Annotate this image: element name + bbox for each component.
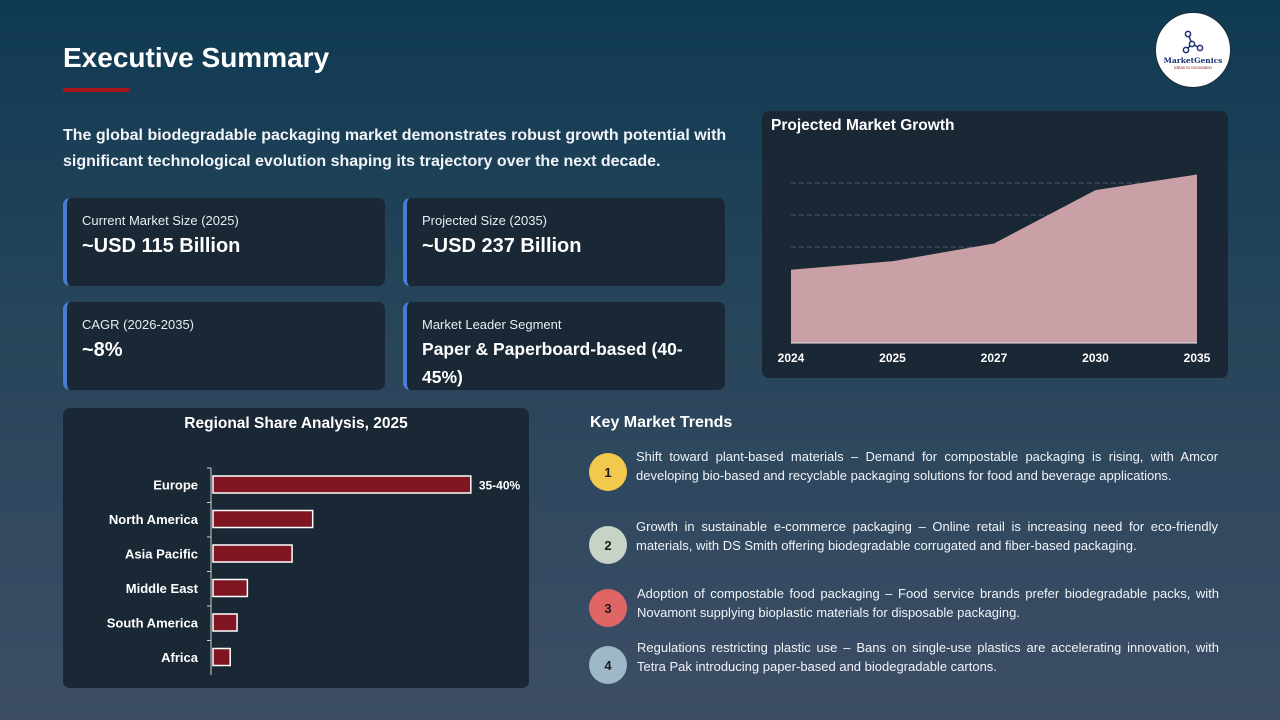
kpi-card-leader-segment: Market Leader Segment Paper & Paperboard… — [403, 302, 725, 390]
trend-number: 2 — [604, 537, 612, 553]
title-underline — [63, 88, 129, 92]
trends-title: Key Market Trends — [590, 414, 733, 431]
category-label: South America — [107, 616, 199, 631]
kpi-label: Projected Size (2035) — [422, 213, 548, 228]
bar — [212, 544, 293, 563]
chart-title: Projected Market Growth — [771, 117, 955, 134]
logo-name: MarketGenics — [1163, 56, 1223, 65]
trend-text: Growth in sustainable e-commerce packagi… — [636, 519, 1218, 553]
kpi-card-projected-size: Projected Size (2035) ~USD 237 Billion — [403, 198, 725, 286]
data-label: 35-40% — [479, 479, 521, 493]
category-label: North America — [109, 512, 199, 527]
kpi-label: Current Market Size (2025) — [82, 213, 239, 228]
trend-text: Adoption of compostable food packaging –… — [637, 586, 1219, 620]
trend-badge: 1 — [589, 453, 627, 491]
kpi-value: Paper & Paperboard-based (40-45%) — [422, 339, 683, 387]
bar — [212, 613, 238, 632]
bar — [212, 578, 249, 598]
trend-text: Regulations restricting plastic use – Ba… — [637, 640, 1219, 674]
trend-badge: 2 — [589, 526, 627, 564]
x-tick-label: 2025 — [879, 351, 906, 365]
bar — [212, 475, 472, 494]
page-title: Executive Summary — [63, 42, 330, 73]
x-tick-label: 2030 — [1082, 351, 1109, 365]
category-label: Europe — [153, 478, 198, 493]
company-logo: MarketGenics Ideas to Innovation — [1155, 12, 1231, 88]
kpi-value: ~USD 115 Billion — [82, 235, 241, 257]
growth-area-chart: 2024 2025 2027 2030 2035 — [778, 174, 1211, 365]
category-label: Middle East — [126, 581, 199, 596]
trend-number: 3 — [604, 600, 612, 616]
trend-number: 1 — [604, 464, 612, 480]
molecule-network-icon — [1182, 30, 1204, 54]
growth-chart-panel: Projected Market Growth 2024 2025 2027 2030… — [762, 111, 1228, 378]
kpi-label: Market Leader Segment — [422, 317, 562, 332]
kpi-value: ~8% — [82, 339, 123, 361]
category-label: Africa — [161, 650, 199, 665]
trend-number: 4 — [604, 657, 612, 673]
intro-text: The global biodegradable packaging marke… — [63, 127, 727, 170]
x-tick-label: 2035 — [1184, 351, 1211, 365]
logo-tagline: Ideas to Innovation — [1173, 65, 1213, 70]
category-label: Asia Pacific — [125, 547, 198, 562]
trend-badge: 3 — [589, 589, 627, 627]
kpi-card-current-size: Current Market Size (2025) ~USD 115 Bill… — [63, 198, 385, 286]
kpi-card-cagr: CAGR (2026-2035) ~8% — [63, 302, 385, 390]
regional-bar-chart: Europe 35-40% North America Asia Pacific Mid… — [107, 467, 521, 675]
trend-text: Shift toward plant-based materials – Dem… — [636, 449, 1218, 483]
x-tick-label: 2027 — [981, 351, 1008, 365]
bar — [212, 509, 314, 529]
kpi-label: CAGR (2026-2035) — [82, 317, 194, 332]
chart-title: Regional Share Analysis, 2025 — [184, 415, 408, 432]
bar — [212, 647, 231, 667]
kpi-value: ~USD 237 Billion — [422, 235, 582, 257]
area-series — [791, 174, 1197, 343]
trend-badge: 4 — [589, 646, 627, 684]
x-tick-label: 2024 — [778, 351, 805, 365]
regional-chart-panel: Regional Share Analysis, 2025 Europe 35-4… — [63, 408, 529, 688]
